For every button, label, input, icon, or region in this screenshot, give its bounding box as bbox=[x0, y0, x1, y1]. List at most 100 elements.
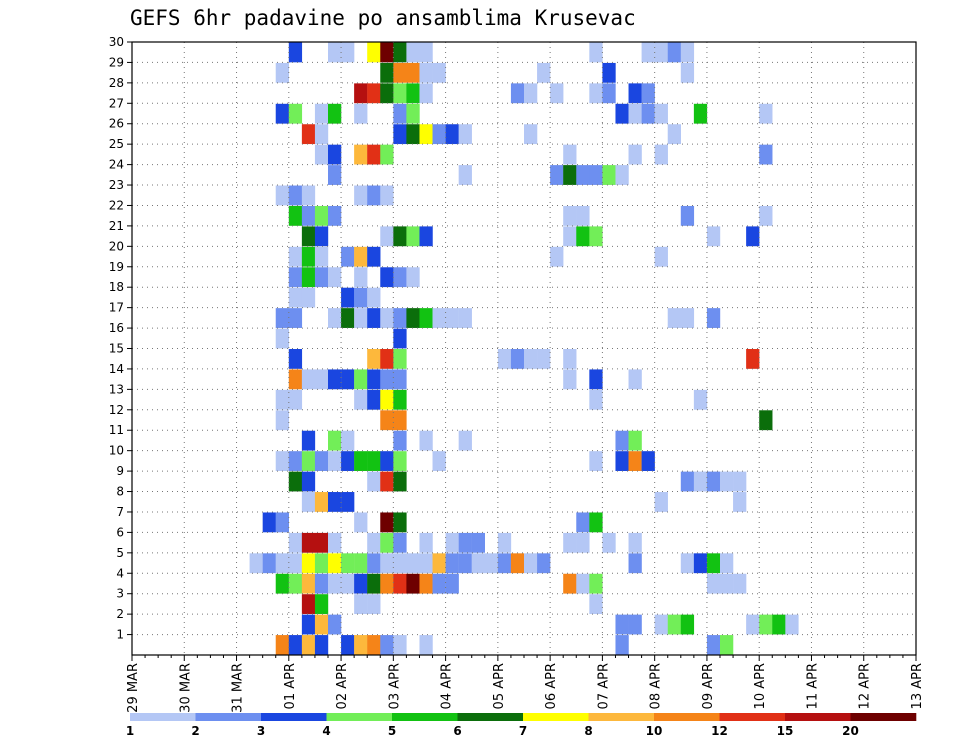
y-tick-label: 25 bbox=[109, 137, 124, 151]
heatmap-cell bbox=[367, 451, 381, 471]
heatmap-cell bbox=[380, 83, 394, 104]
heatmap-cell bbox=[628, 369, 642, 390]
heatmap-cell bbox=[393, 226, 407, 247]
heatmap-cell bbox=[380, 451, 394, 471]
heatmap-cell bbox=[589, 573, 603, 594]
heatmap-cell bbox=[262, 512, 276, 533]
heatmap-cell bbox=[354, 185, 368, 206]
legend-threshold-label: 5 bbox=[388, 724, 396, 738]
heatmap-cell bbox=[288, 267, 303, 288]
heatmap-cell bbox=[576, 205, 590, 226]
heatmap-cell bbox=[380, 349, 394, 369]
x-tick-label: 04 APR bbox=[440, 663, 455, 709]
legend-color-box bbox=[785, 713, 851, 721]
heatmap-cell bbox=[720, 635, 734, 655]
heatmap-cell bbox=[654, 492, 668, 512]
x-tick-label: 08 APR bbox=[649, 663, 664, 709]
y-tick-label: 20 bbox=[109, 239, 124, 253]
legend-color-box bbox=[850, 713, 917, 721]
heatmap-cell bbox=[380, 635, 394, 655]
heatmap-cell bbox=[680, 553, 695, 574]
heatmap-cell bbox=[550, 246, 564, 267]
heatmap-cell bbox=[314, 226, 329, 247]
heatmap-cell bbox=[393, 124, 407, 145]
heatmap-cell bbox=[667, 42, 681, 63]
heatmap-cell bbox=[380, 512, 394, 533]
heatmap-cell bbox=[288, 185, 303, 206]
heatmap-cell bbox=[680, 614, 695, 635]
heatmap-cell bbox=[746, 349, 760, 369]
heatmap-cell bbox=[380, 369, 394, 390]
y-tick-label: 9 bbox=[116, 464, 124, 478]
legend-color-box bbox=[719, 713, 786, 721]
heatmap-cell bbox=[288, 389, 303, 410]
heatmap-cell bbox=[628, 144, 642, 165]
legend-color-box bbox=[261, 713, 327, 721]
heatmap-cell bbox=[654, 246, 668, 267]
heatmap-cell bbox=[354, 573, 368, 594]
heatmap-cell bbox=[524, 553, 538, 574]
heatmap-cell bbox=[563, 226, 577, 247]
heatmap-cell bbox=[458, 532, 472, 553]
heatmap-cell bbox=[288, 369, 303, 390]
heatmap-cell bbox=[785, 614, 799, 635]
heatmap-cell bbox=[328, 103, 342, 124]
heatmap-cell bbox=[249, 553, 263, 574]
legend-threshold-label: 7 bbox=[519, 724, 527, 738]
heatmap-cell bbox=[406, 226, 420, 247]
legend-color-box bbox=[195, 713, 262, 721]
heatmap-cell bbox=[432, 124, 446, 145]
heatmap-cell bbox=[288, 451, 303, 471]
heatmap-cell bbox=[445, 573, 459, 594]
heatmap-cell bbox=[589, 451, 603, 471]
heatmap-cell bbox=[537, 62, 551, 83]
y-tick-label: 11 bbox=[109, 423, 124, 437]
heatmap-cell bbox=[288, 246, 303, 267]
heatmap-cell bbox=[301, 369, 316, 390]
heatmap-cell bbox=[301, 553, 316, 574]
heatmap-cell bbox=[602, 165, 616, 185]
heatmap-cell bbox=[328, 614, 342, 635]
heatmap-cell bbox=[537, 349, 551, 369]
heatmap-cell bbox=[484, 553, 499, 574]
heatmap-cell bbox=[706, 635, 721, 655]
heatmap-cell bbox=[367, 635, 381, 655]
heatmap-cell bbox=[393, 308, 407, 328]
heatmap-cell bbox=[667, 614, 681, 635]
y-tick-label: 27 bbox=[109, 96, 124, 110]
heatmap-cell bbox=[328, 308, 342, 328]
heatmap-cell bbox=[432, 308, 446, 328]
heatmap-cell bbox=[759, 410, 773, 431]
heatmap-cell bbox=[301, 124, 316, 145]
heatmap-cell bbox=[367, 287, 381, 308]
heatmap-cell bbox=[275, 451, 289, 471]
heatmap-cell bbox=[354, 144, 368, 165]
heatmap-cell bbox=[367, 573, 381, 594]
legend-color-box bbox=[654, 713, 720, 721]
heatmap-cell bbox=[563, 349, 577, 369]
y-tick-label: 22 bbox=[109, 198, 124, 212]
heatmap-cell bbox=[680, 205, 695, 226]
heatmap-cell bbox=[432, 573, 446, 594]
heatmap-cell bbox=[301, 430, 316, 451]
legend-threshold-label: 6 bbox=[453, 724, 461, 738]
heatmap-cell bbox=[367, 553, 381, 574]
heatmap-cell bbox=[419, 83, 433, 104]
x-tick-label: 09 APR bbox=[701, 663, 716, 709]
heatmap-cell bbox=[288, 471, 303, 492]
x-tick-label: 10 APR bbox=[753, 663, 768, 709]
heatmap-cell bbox=[615, 103, 629, 124]
heatmap-cell bbox=[288, 573, 303, 594]
heatmap-cell bbox=[628, 614, 642, 635]
heatmap-cell bbox=[471, 553, 485, 574]
heatmap-cell bbox=[419, 635, 433, 655]
heatmap-cell bbox=[524, 83, 538, 104]
heatmap-cell bbox=[720, 471, 734, 492]
x-tick-label: 11 APR bbox=[805, 663, 820, 709]
heatmap-cell bbox=[706, 553, 721, 574]
y-tick-label: 13 bbox=[109, 382, 124, 396]
heatmap-cell bbox=[314, 594, 329, 615]
heatmap-cell bbox=[288, 349, 303, 369]
heatmap-cell bbox=[275, 103, 289, 124]
heatmap-cell bbox=[406, 573, 420, 594]
